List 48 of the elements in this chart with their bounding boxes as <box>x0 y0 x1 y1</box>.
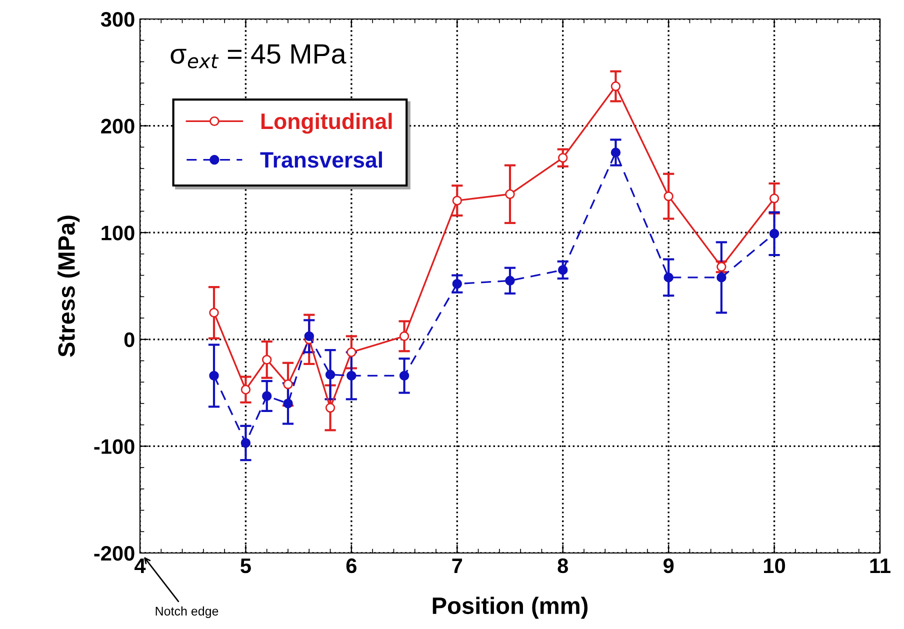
x-tick-label: 11 <box>870 558 890 573</box>
point <box>325 370 336 380</box>
point <box>769 194 780 204</box>
x-tick-label: 4 <box>134 558 146 573</box>
x-tick-label: 7 <box>452 558 462 573</box>
y-tick-label: 100 <box>102 226 134 240</box>
x-tick-label: 10 <box>764 558 786 574</box>
text: Notch edge <box>156 606 218 618</box>
annotation: σ$_{ext}$ = 45 MPa <box>170 44 346 68</box>
y-axis-title: Stress (MPa) <box>58 216 80 357</box>
point <box>664 191 674 202</box>
point <box>505 189 515 200</box>
point <box>716 272 726 282</box>
y-tick-label: -200 <box>94 546 134 561</box>
point <box>610 81 621 92</box>
point <box>558 265 568 275</box>
point <box>283 379 293 390</box>
point <box>240 438 251 448</box>
x-axis-title: Position (mm) <box>432 596 588 619</box>
y-tick-label: 200 <box>101 118 134 134</box>
point <box>304 331 314 342</box>
point <box>452 279 462 289</box>
point <box>262 391 272 401</box>
point <box>262 354 272 365</box>
point <box>769 228 780 239</box>
y-tick-label: -100 <box>94 439 134 454</box>
y-tick-label: 300 <box>100 12 134 27</box>
point <box>558 152 568 163</box>
point <box>505 276 515 286</box>
point <box>209 370 219 381</box>
x-tick-label: 5 <box>240 558 251 574</box>
point <box>610 148 621 158</box>
x-tick-label: 8 <box>558 558 568 574</box>
point <box>399 370 410 381</box>
point <box>325 402 336 413</box>
point <box>209 308 219 318</box>
point <box>283 398 293 408</box>
legend-label: Longitudinal <box>261 112 392 134</box>
point <box>240 384 251 394</box>
x-tick-label: 6 <box>346 558 356 574</box>
point <box>346 347 356 358</box>
point <box>346 370 356 381</box>
point <box>399 331 410 342</box>
legend-label: Transversal <box>260 151 382 168</box>
point <box>664 272 674 282</box>
point <box>452 196 462 206</box>
x-tick-label: 9 <box>664 558 674 574</box>
y-tick-label: 0 <box>124 332 134 348</box>
